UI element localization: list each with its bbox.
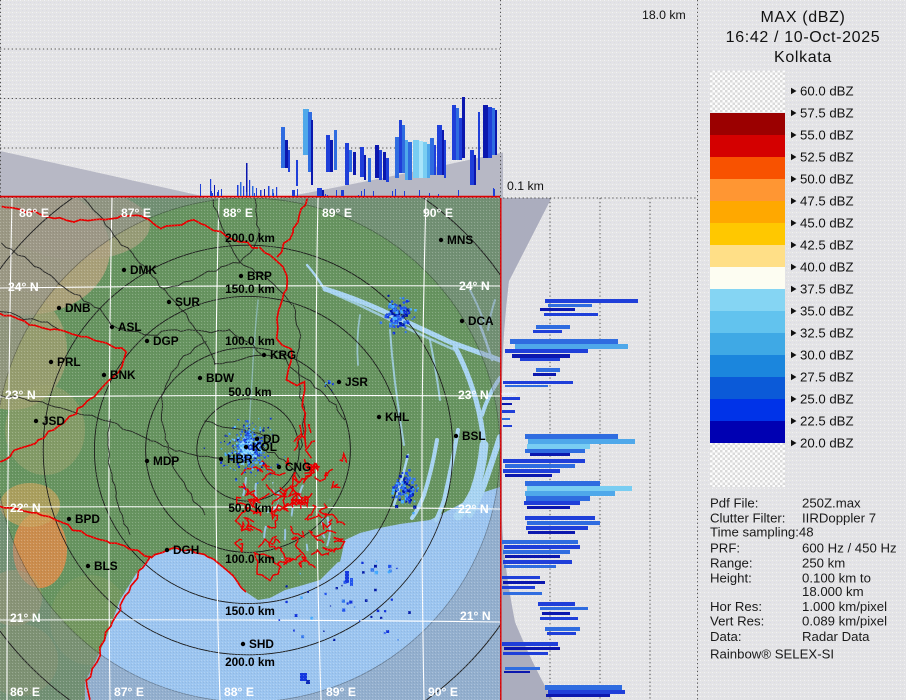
svg-text:40.0 dBZ: 40.0 dBZ [800,260,854,275]
svg-text:IIRDoppler 7: IIRDoppler 7 [802,511,876,526]
svg-text:ASL: ASL [118,320,142,334]
svg-text:JSD: JSD [42,414,65,428]
svg-text:0.1 km: 0.1 km [507,179,544,193]
svg-text:22° N: 22° N [458,502,489,516]
svg-text:88° E: 88° E [224,685,254,699]
svg-text:DMK: DMK [130,263,157,277]
svg-text:100.0 km: 100.0 km [225,334,275,348]
svg-text:50.0 km: 50.0 km [228,501,271,515]
svg-text:22.5 dBZ: 22.5 dBZ [800,414,854,429]
svg-text:KRG: KRG [270,348,296,362]
svg-text:Data:: Data: [710,629,742,644]
svg-text:Clutter Filter:: Clutter Filter: [710,511,785,526]
svg-text:90° E: 90° E [423,206,453,220]
svg-text:Time sampling:48: Time sampling:48 [710,525,814,540]
svg-text:Height:: Height: [710,571,752,586]
svg-text:Range:: Range: [710,556,753,571]
svg-text:BLS: BLS [94,559,118,573]
svg-text:60.0 dBZ: 60.0 dBZ [800,84,854,99]
svg-text:250Z.max: 250Z.max [802,496,861,511]
svg-text:24° N: 24° N [8,280,39,294]
svg-text:Hor Res:: Hor Res: [710,599,762,614]
svg-text:Kolkata: Kolkata [774,49,832,66]
svg-text:Pdf File:: Pdf File: [710,496,758,511]
svg-text:DGH: DGH [173,543,199,557]
svg-text:0.089 km/pixel: 0.089 km/pixel [802,614,887,629]
svg-text:55.0 dBZ: 55.0 dBZ [800,128,854,143]
svg-text:PRL: PRL [57,355,81,369]
svg-text:JSR: JSR [345,375,368,389]
svg-text:21° N: 21° N [10,611,41,625]
svg-text:18.000 km: 18.000 km [802,584,864,599]
svg-text:30.0 dBZ: 30.0 dBZ [800,348,854,363]
svg-text:21° N: 21° N [460,609,491,623]
svg-text:100.0 km: 100.0 km [225,552,275,566]
svg-text:23° N: 23° N [458,388,489,402]
svg-text:88° E: 88° E [223,206,253,220]
svg-text:27.5 dBZ: 27.5 dBZ [800,370,854,385]
svg-text:SHD: SHD [249,637,274,651]
svg-text:600 Hz / 450 Hz: 600 Hz / 450 Hz [802,541,897,556]
svg-text:MDP: MDP [153,454,179,468]
svg-text:PRF:: PRF: [710,541,740,556]
svg-text:BPD: BPD [75,512,100,526]
svg-text:50.0 dBZ: 50.0 dBZ [800,172,854,187]
svg-text:89° E: 89° E [326,685,356,699]
svg-text:KHL: KHL [385,410,409,424]
svg-text:MNS: MNS [447,233,473,247]
svg-text:52.5 dBZ: 52.5 dBZ [800,150,854,165]
svg-text:90° E: 90° E [428,685,458,699]
svg-text:DCA: DCA [468,314,494,328]
svg-text:DNB: DNB [65,301,91,315]
svg-text:25.0 dBZ: 25.0 dBZ [800,392,854,407]
svg-text:BNK: BNK [110,368,136,382]
svg-text:HBR: HBR [227,452,253,466]
svg-text:Vert Res:: Vert Res: [710,614,764,629]
svg-text:45.0 dBZ: 45.0 dBZ [800,216,854,231]
svg-text:BRP: BRP [247,269,272,283]
svg-text:DGP: DGP [153,334,179,348]
svg-text:86° E: 86° E [19,206,49,220]
svg-text:24° N: 24° N [459,279,490,293]
svg-text:1.000 km/pixel: 1.000 km/pixel [802,599,887,614]
svg-text:CNG: CNG [285,460,311,474]
svg-text:89° E: 89° E [322,206,352,220]
svg-text:18.0 km: 18.0 km [642,8,686,22]
svg-text:KOL: KOL [252,440,277,454]
svg-text:23° N: 23° N [5,388,36,402]
svg-text:BDW: BDW [206,371,235,385]
svg-text:200.0 km: 200.0 km [225,231,275,245]
svg-text:35.0 dBZ: 35.0 dBZ [800,304,854,319]
svg-text:SUR: SUR [175,295,200,309]
svg-text:32.5 dBZ: 32.5 dBZ [800,326,854,341]
svg-text:DD: DD [263,432,281,446]
svg-text:Radar Data: Radar Data [802,629,870,644]
svg-text:57.5 dBZ: 57.5 dBZ [800,106,854,121]
svg-text:87° E: 87° E [121,206,151,220]
svg-text:37.5 dBZ: 37.5 dBZ [800,282,854,297]
svg-text:22° N: 22° N [10,501,41,515]
svg-text:BSL: BSL [462,429,486,443]
svg-text:50.0 km: 50.0 km [228,385,271,399]
svg-text:86° E: 86° E [10,685,40,699]
svg-text:Rainbow® SELEX-SI: Rainbow® SELEX-SI [710,647,834,662]
svg-text:87° E: 87° E [114,685,144,699]
svg-text:MAX (dBZ): MAX (dBZ) [761,9,846,26]
svg-text:150.0 km: 150.0 km [225,604,275,618]
svg-text:250 km: 250 km [802,556,845,571]
svg-text:20.0 dBZ: 20.0 dBZ [800,436,854,451]
svg-text:0.100 km to: 0.100 km to [802,571,871,586]
svg-text:42.5 dBZ: 42.5 dBZ [800,238,854,253]
svg-text:150.0 km: 150.0 km [225,282,275,296]
svg-text:200.0 km: 200.0 km [225,655,275,669]
svg-text:47.5 dBZ: 47.5 dBZ [800,194,854,209]
svg-text:16:42 / 10-Oct-2025: 16:42 / 10-Oct-2025 [726,29,881,46]
